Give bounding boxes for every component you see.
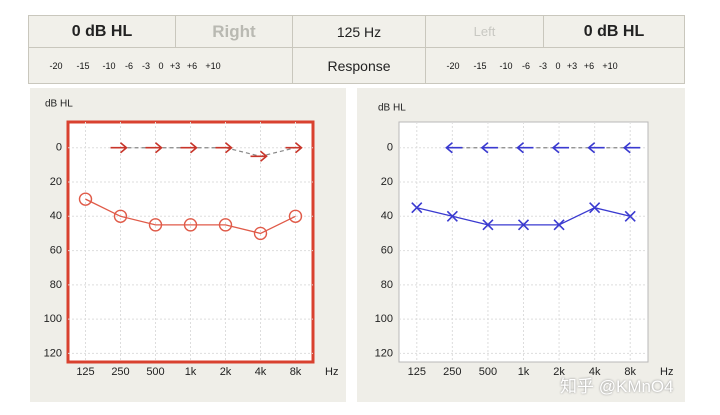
scale-label: -6 xyxy=(124,60,134,71)
y-axis-label: dB HL xyxy=(45,99,73,110)
x-tick-label: 2k xyxy=(220,366,232,378)
marker xyxy=(516,142,534,154)
y-tick-label: 100 xyxy=(44,313,62,325)
marker xyxy=(480,142,498,154)
marker xyxy=(218,218,233,232)
y-tick-label: 80 xyxy=(381,279,393,291)
scale-label: -6 xyxy=(521,60,531,71)
scale-label: +3 xyxy=(169,60,181,71)
y-tick-label: 20 xyxy=(381,176,393,188)
y-tick-label: 20 xyxy=(50,176,62,188)
scale-label: +10 xyxy=(602,60,618,71)
y-tick-label: 60 xyxy=(381,244,393,256)
scale-label: -10 xyxy=(499,60,513,71)
scale-label: -3 xyxy=(141,60,151,71)
marker xyxy=(78,192,93,206)
x-tick-label: 250 xyxy=(111,366,129,378)
marker xyxy=(411,202,423,214)
y-tick-label: 40 xyxy=(50,210,62,222)
marker xyxy=(622,142,641,154)
marker xyxy=(482,219,494,231)
x-tick-label: 125 xyxy=(76,366,94,378)
y-tick-label: 120 xyxy=(375,347,393,359)
marker xyxy=(445,142,463,154)
scale-label: +6 xyxy=(186,60,198,71)
series-line xyxy=(85,198,296,235)
marker xyxy=(288,209,303,223)
x-tick-label: 125 xyxy=(408,366,426,378)
x-unit: Hz xyxy=(660,366,673,378)
marker xyxy=(553,219,565,231)
marker xyxy=(145,142,163,154)
marker xyxy=(446,210,458,222)
scale-label: -20 xyxy=(49,60,63,71)
y-axis-label: dB HL xyxy=(378,103,406,114)
x-tick-label: 250 xyxy=(443,366,461,378)
scale-label: +3 xyxy=(566,60,578,71)
marker xyxy=(587,142,605,154)
marker xyxy=(180,142,198,154)
left-scale: -20 -15 -10 -6 -3 0 +3 +6 +10 xyxy=(425,47,685,84)
x-tick-label: 1k xyxy=(518,366,530,378)
frequency: 125 Hz xyxy=(292,15,426,48)
response: Response xyxy=(292,47,426,84)
marker xyxy=(183,218,198,232)
scale-label: -20 xyxy=(446,60,460,71)
y-tick-label: 120 xyxy=(44,347,62,359)
scale-label: -15 xyxy=(473,60,487,71)
y-tick-label: 100 xyxy=(375,313,393,325)
left-level: 0 dB HL xyxy=(543,15,685,48)
x-tick-label: 1k xyxy=(185,366,197,378)
x-tick-label: 2k xyxy=(553,366,565,378)
x-tick-label: 500 xyxy=(146,366,164,378)
y-tick-label: 0 xyxy=(387,142,393,154)
y-tick-label: 80 xyxy=(50,279,62,291)
scale-label: 0 xyxy=(158,60,164,71)
x-tick-label: 8k xyxy=(624,366,636,378)
watermark: 知乎 @KMnO4 xyxy=(560,377,674,396)
y-tick-label: 40 xyxy=(381,210,393,222)
right-level: 0 dB HL xyxy=(28,15,176,48)
scale-label: -10 xyxy=(102,60,116,71)
marker xyxy=(148,218,163,232)
scale-label: 0 xyxy=(555,60,561,71)
marker xyxy=(215,142,233,154)
right-scale: -20 -15 -10 -6 -3 0 +3 +6 +10 xyxy=(28,47,293,84)
x-tick-label: 8k xyxy=(290,366,302,378)
marker xyxy=(250,150,268,162)
marker xyxy=(110,142,128,154)
marker xyxy=(113,209,128,223)
x-tick-label: 4k xyxy=(255,366,267,378)
y-tick-label: 60 xyxy=(50,244,62,256)
marker xyxy=(517,219,530,231)
x-tick-label: 500 xyxy=(479,366,497,378)
marker xyxy=(285,142,303,154)
y-tick-label: 0 xyxy=(56,142,62,154)
scale-label: -15 xyxy=(76,60,90,71)
marker xyxy=(551,142,570,154)
scale-label: +6 xyxy=(583,60,595,71)
x-tick-label: 4k xyxy=(589,366,601,378)
marker xyxy=(624,210,636,222)
marker xyxy=(253,226,268,241)
x-unit: Hz xyxy=(325,366,338,378)
marker xyxy=(589,202,601,214)
scale-label: +10 xyxy=(205,60,221,71)
scale-label: -3 xyxy=(538,60,548,71)
